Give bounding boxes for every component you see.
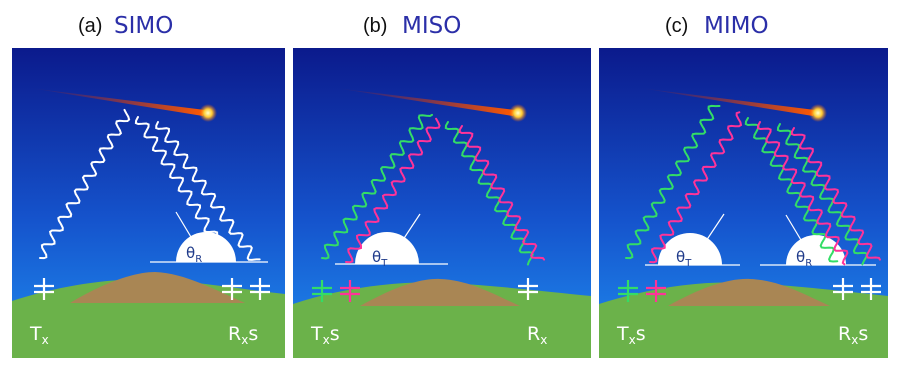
ground	[293, 282, 591, 358]
rx-antenna	[222, 278, 242, 300]
angle-arc	[786, 235, 846, 265]
signal-wave	[155, 121, 261, 261]
hill	[70, 272, 245, 303]
signal-wave	[790, 127, 881, 261]
panel-miso: (b) MISO θT Txs Rx	[293, 13, 591, 358]
angle-arc	[176, 232, 236, 262]
angle-ray	[175, 211, 207, 263]
signal-wave	[444, 121, 534, 266]
panel-title: MIMO	[704, 13, 769, 39]
signal-wave	[649, 111, 743, 264]
angle-label: θR	[796, 248, 812, 269]
signal-wave	[625, 104, 721, 260]
tx-antenna	[340, 280, 360, 302]
tx-antenna	[646, 280, 666, 302]
meteor-head	[199, 104, 217, 122]
rx-antenna	[833, 278, 853, 300]
tx-antenna	[312, 280, 332, 302]
signal-wave	[756, 121, 849, 266]
angle-ray	[386, 213, 421, 265]
angle-label: θR	[186, 244, 202, 265]
signal-wave	[134, 116, 236, 261]
rx-antenna	[250, 278, 270, 300]
meteor-head	[509, 104, 527, 122]
signal-wave	[321, 113, 433, 260]
signal-wave	[458, 125, 546, 261]
panel-letter: (a)	[78, 15, 102, 37]
panel-letter: (b)	[363, 15, 387, 37]
meteor-tail	[640, 88, 815, 116]
rx-label: Rx	[527, 323, 547, 347]
signal-wave	[345, 117, 441, 264]
signal-wave	[39, 108, 131, 260]
meteor-tail	[335, 88, 515, 116]
signal-paths	[39, 104, 881, 266]
tx-antenna	[618, 280, 638, 302]
tx-antenna	[34, 278, 54, 300]
rx-antenna	[861, 278, 881, 300]
angle-label: θT	[372, 248, 388, 269]
panel-title: SIMO	[114, 13, 173, 39]
hill	[668, 278, 830, 306]
angle-ray	[689, 213, 725, 266]
angle-ray	[785, 214, 817, 266]
tx-label: Txs	[310, 323, 340, 347]
rx-label: Rxs	[838, 323, 868, 347]
angle-label: θT	[676, 248, 692, 269]
panel-mimo: (c) MIMO	[599, 13, 888, 358]
panel-letter: (c)	[665, 15, 688, 37]
panel-title: MISO	[402, 13, 461, 39]
rx-antenna	[518, 278, 538, 300]
tx-label: Txs	[616, 323, 646, 347]
tx-label: Tx	[29, 323, 49, 347]
signal-wave	[776, 123, 869, 266]
hill	[360, 278, 520, 306]
panel-simo: (a) SIMO θR Tx Rxs	[12, 13, 285, 358]
rx-label: Rxs	[228, 323, 258, 347]
meteor-head	[809, 104, 827, 122]
meteor-tail	[30, 88, 205, 116]
